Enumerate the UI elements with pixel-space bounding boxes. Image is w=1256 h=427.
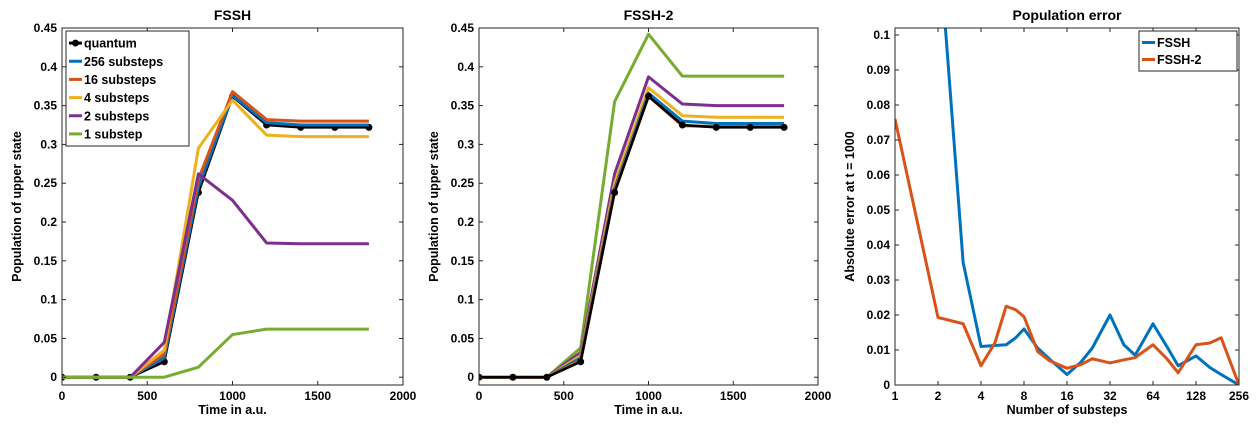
chart-0-legend-box <box>65 30 190 147</box>
chart-1-y-tick-label: 0.4 <box>457 60 474 74</box>
chart-0-x-tick-label: 1000 <box>219 389 246 403</box>
chart-0-x-tick-label: 0 <box>59 389 66 403</box>
chart-0-y-tick-label: 0.4 <box>40 60 57 74</box>
chart-0-legend-entry-2-substeps: 2 substeps <box>84 109 149 123</box>
chart-1-series-line-color-000000 <box>479 95 785 379</box>
chart-1-x-tick-label: 2000 <box>805 389 832 403</box>
chart-1-point-color-000000 <box>509 373 517 381</box>
chart-2-y-tick-label: 0.05 <box>867 203 891 217</box>
chart-1-x-tick-label: 1000 <box>635 389 662 403</box>
chart-1-y-tick-label: 0.1 <box>457 293 474 307</box>
chart-0-x-tick-label: 500 <box>137 389 157 403</box>
chart-0-x-tick-label: 2000 <box>390 389 417 403</box>
chart-1-y-tick-label: 0.2 <box>457 215 474 229</box>
chart-1-point-color-000000 <box>746 123 754 131</box>
chart-2-x-tick-label: 16 <box>1060 389 1074 403</box>
chart-0-series-group <box>62 90 373 381</box>
chart-2-x-tick-label: 2 <box>935 389 942 403</box>
chart-0-y-tick-label: 0.25 <box>34 176 58 190</box>
chart-1-series-group <box>479 32 788 381</box>
chart-2-series-group <box>895 28 1239 385</box>
chart-2-title: Population error <box>1013 7 1122 23</box>
chart-1-x-tick-label: 500 <box>554 389 574 403</box>
chart-1-point-color-000000 <box>678 121 686 129</box>
chart-2-legend-entry-fssh: FSSH <box>1157 36 1190 50</box>
chart-0-legend-entry-1-substep: 1 substep <box>84 127 143 141</box>
chart-1-y-tick-label: 0.25 <box>451 176 475 190</box>
chart-2-series-line-fssh-2 <box>895 118 1239 385</box>
chart-0-y-tick-label: 0.05 <box>34 331 58 345</box>
chart-1-point-color-000000 <box>611 189 619 197</box>
chart-2-y-tick-label: 0.03 <box>867 273 891 287</box>
chart-2-x-tick-label: 8 <box>1021 389 1028 403</box>
chart-0-y-tick-label: 0.3 <box>40 137 57 151</box>
chart-2-y-tick-label: 0.04 <box>867 238 891 252</box>
chart-1-y-tick-label: 0.45 <box>451 21 475 35</box>
chart-1-y-tick-label: 0 <box>467 370 474 384</box>
chart-0-legend-entry-4-substeps: 4 substeps <box>84 91 149 105</box>
chart-0-y-tick-label: 0.45 <box>34 21 58 35</box>
chart-2-y-tick-label: 0.07 <box>867 133 891 147</box>
chart-2-x-tick-label: 256 <box>1229 389 1249 403</box>
chart-0-y-tick-label: 0.15 <box>34 254 58 268</box>
chart-2-x-tick-label: 1 <box>892 389 899 403</box>
chart-2-x-tick-label: 4 <box>978 389 985 403</box>
chart-1-x-axis-label: Time in a.u. <box>614 403 683 417</box>
chart-2-y-axis-label: Absolute error at t = 1000 <box>843 131 857 281</box>
chart-2-y-tick-label: 0 <box>883 378 890 392</box>
chart-1-x-tick-label: 1500 <box>720 389 747 403</box>
chart-1-point-color-000000 <box>712 123 720 131</box>
chart-0-y-axis-label: Population of upper state <box>10 131 24 282</box>
chart-0-legend-entry-quantum: quantum <box>84 37 137 51</box>
chart-0-x-tick-label: 1500 <box>304 389 331 403</box>
chart-0-y-tick-label: 0.2 <box>40 215 57 229</box>
chart-0-series-line-1-substep <box>62 327 369 379</box>
chart-fssh-2: 0 500 1000 1500 2000 0 0.05 0.1 0.15 0.2 0.25 0.3 0.… <box>427 7 832 417</box>
chart-2-y-tick-label: 0.06 <box>867 168 891 182</box>
chart-2-x-tick-label: 32 <box>1103 389 1117 403</box>
chart-1-y-axis-label: Population of upper state <box>427 131 441 282</box>
chart-1-point-color-000000 <box>577 358 585 366</box>
chart-1-x-tick-label: 0 <box>476 389 483 403</box>
chart-1-y-tick-label: 0.15 <box>451 254 475 268</box>
chart-1-y-tick-label: 0.35 <box>451 99 475 113</box>
chart-2-x-axis-label: Number of substeps <box>1007 403 1128 417</box>
chart-0-y-tick-label: 0.35 <box>34 99 58 113</box>
chart-1-title: FSSH-2 <box>624 7 674 23</box>
chart-2-x-tick-label: 64 <box>1146 389 1160 403</box>
chart-2-legend-box <box>1138 30 1238 72</box>
chart-population-error: 1 2 4 8 16 32 64 128 256 0 0.01 0.02 0.03 0.04 0.05 0.0… <box>843 7 1249 417</box>
chart-2-y-tick-label: 0.08 <box>867 98 891 112</box>
chart-2-y-tick-label: 0.02 <box>867 308 891 322</box>
chart-2-x-tick-label: 128 <box>1186 389 1206 403</box>
chart-0-y-tick-label: 0.1 <box>40 293 57 307</box>
chart-2-legend-entry-fssh-2: FSSH-2 <box>1157 53 1202 67</box>
chart-2-plot-area <box>895 28 1239 385</box>
chart-1-point-color-000000 <box>543 373 551 381</box>
chart-fssh: 0 500 1000 1500 2000 0 0.05 0.1 0.15 0.2 0.25 0.3 0.… <box>10 7 417 417</box>
chart-1-y-tick-label: 0.05 <box>451 331 475 345</box>
chart-2-legend: FSSH FSSH-2 <box>1138 30 1238 72</box>
chart-2-y-tick-label: 0.1 <box>873 28 890 42</box>
chart-2-y-tick-label: 0.01 <box>867 343 891 357</box>
chart-1-point-color-000000 <box>780 123 788 131</box>
chart-1-y-tick-label: 0.3 <box>457 137 474 151</box>
chart-1-plot-area <box>479 28 818 385</box>
chart-0-legend-entry-256-substeps: 256 substeps <box>84 55 163 69</box>
chart-0-y-tick-label: 0 <box>50 370 57 384</box>
chart-0-title: FSSH <box>214 7 251 23</box>
chart-0-x-axis-label: Time in a.u. <box>198 403 267 417</box>
chart-0-legend-marker-quantum <box>72 39 79 47</box>
chart-0-legend: quantum 256 substeps 16 substeps 4 substeps… <box>65 30 190 147</box>
chart-0-legend-entry-16-substeps: 16 substeps <box>84 73 156 87</box>
chart-1-point-color-000000 <box>645 92 652 100</box>
chart-2-y-tick-label: 0.09 <box>867 63 891 77</box>
